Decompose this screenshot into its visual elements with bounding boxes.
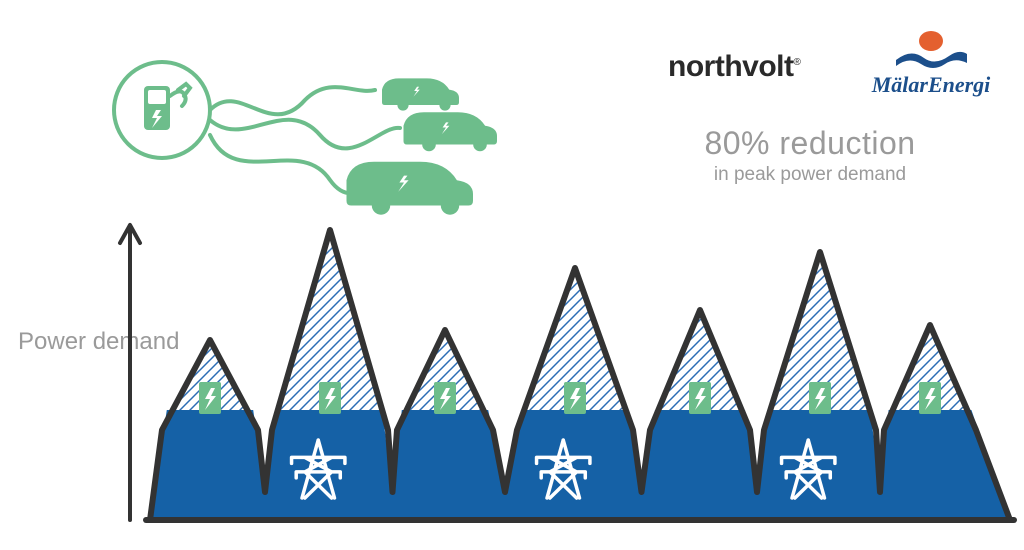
battery-icon: [809, 382, 831, 414]
battery-icon: [564, 382, 586, 414]
battery-icon: [689, 382, 711, 414]
battery-icon: [434, 382, 456, 414]
power-demand-chart: [0, 0, 1024, 550]
battery-icon: [199, 382, 221, 414]
battery-icon: [919, 382, 941, 414]
battery-icon: [319, 382, 341, 414]
infographic-canvas: northvolt® MälarEnergi 80% reduction in …: [0, 0, 1024, 550]
